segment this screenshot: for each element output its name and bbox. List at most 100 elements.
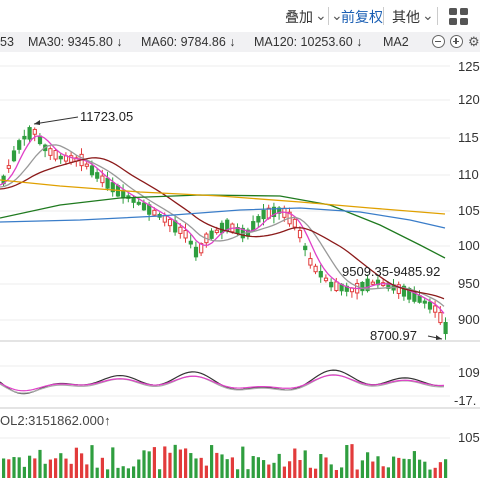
candle-body [22, 135, 27, 140]
volume-bar [12, 457, 16, 478]
volume-bar [48, 459, 52, 478]
volume-bar [163, 446, 167, 478]
volume-bar [355, 469, 359, 478]
macd-lines [0, 369, 445, 395]
adjust-dropdown-icon[interactable]: ⌄ [331, 7, 343, 23]
ma120-line [0, 207, 446, 229]
volume-bar [371, 461, 375, 478]
price-tick: 115 [458, 130, 479, 145]
volume-bar [412, 451, 416, 478]
candle-body [11, 150, 17, 162]
volume-bar [173, 444, 177, 478]
volume-bar [293, 448, 297, 478]
price-tick: 100 [458, 238, 480, 253]
volume-bar [80, 453, 84, 478]
volume-bar [152, 447, 156, 478]
candle-body [370, 281, 375, 285]
high-arrow-icon [34, 120, 40, 125]
volume-bar [38, 449, 42, 478]
volume-bar [246, 469, 250, 478]
candle-body [386, 282, 391, 289]
candle-body [79, 153, 84, 167]
candle-body [401, 285, 407, 297]
candle-body [17, 140, 22, 150]
other-dropdown-icon[interactable]: ⌄ [422, 7, 434, 23]
macd-dea-line [0, 374, 445, 394]
volume-bar [100, 457, 104, 478]
volume-bar [210, 445, 214, 478]
volume-bar [126, 468, 130, 478]
candle-body [318, 270, 323, 278]
forward-adjust-button[interactable]: 前复权 [341, 9, 383, 25]
ma5-line [0, 135, 445, 314]
candle-body [141, 202, 147, 211]
grid-layout-icon[interactable] [446, 6, 472, 26]
volume-bar [256, 457, 260, 478]
volume-label: OL2:3151862.000↑ [0, 413, 111, 428]
volume-bar [2, 458, 6, 478]
volume-bar [340, 467, 344, 478]
ma60-line [0, 194, 446, 259]
volume-bar [433, 467, 437, 478]
candle-body [396, 284, 401, 294]
volume-bar [22, 466, 26, 478]
toolbar-divider [383, 7, 384, 25]
candle-body [277, 207, 282, 214]
price-tick: 950 [458, 276, 480, 291]
macd-signal-line [0, 374, 445, 392]
candle-body [375, 279, 381, 286]
candle-body [6, 165, 11, 169]
candle-body [230, 223, 235, 233]
candle-body [365, 278, 370, 292]
candle-body [188, 240, 193, 245]
ma10-line [0, 144, 445, 307]
low-annotation: 8700.97 [370, 328, 417, 343]
volume-bar [28, 455, 32, 478]
candle-body [1, 175, 6, 185]
candle-body [115, 185, 121, 197]
volume-bar [386, 467, 390, 478]
volume-bar [282, 466, 286, 478]
candle-body [349, 287, 355, 293]
remove-indicator-icon[interactable] [432, 35, 445, 48]
volume-bar [366, 452, 370, 478]
volume-bar [158, 469, 162, 478]
range-annotation: 9509.35-9485.92 [342, 264, 440, 279]
candle-body [339, 283, 344, 292]
candle-body [110, 182, 115, 193]
candle-body [136, 201, 141, 205]
low-arrow-icon [436, 335, 442, 340]
candle-body [282, 207, 287, 218]
other-button[interactable]: 其他 [392, 9, 420, 25]
volume-bar [241, 446, 245, 478]
volume-bar [360, 460, 364, 478]
candle-body [199, 243, 204, 254]
candle-body [355, 282, 360, 294]
add-indicator-icon[interactable] [450, 35, 463, 48]
ma250-legend: MA2 [383, 35, 409, 49]
candle-body [297, 229, 303, 239]
volume-bar [7, 459, 11, 478]
candle-body [63, 155, 69, 162]
volume-bar [111, 447, 115, 478]
candle-body [412, 290, 417, 302]
settings-gear-icon[interactable]: ⚙ [468, 34, 480, 49]
candle-body [152, 209, 157, 216]
candle-body [407, 287, 412, 300]
volume-bar [132, 466, 136, 478]
volume-bar [225, 459, 229, 478]
high-annotation: 11723.05 [80, 109, 133, 124]
candle-body [167, 218, 173, 227]
ma60-legend: MA60: 9784.86 ↓ [141, 35, 236, 49]
volume-bar [345, 445, 349, 478]
volume-bar [178, 449, 182, 478]
volume-bar [397, 457, 401, 478]
chart-toolbar: 叠加 ⌄ ⌄ 前复权 其他 ⌄ [0, 0, 480, 32]
volume-bar [381, 466, 385, 478]
candle-body [438, 312, 443, 324]
overlay-dropdown-icon[interactable]: ⌄ [315, 7, 327, 23]
volume-bar [184, 448, 188, 478]
candle-body [204, 233, 209, 244]
overlay-button[interactable]: 叠加 [285, 9, 313, 25]
candle-body [162, 215, 167, 223]
